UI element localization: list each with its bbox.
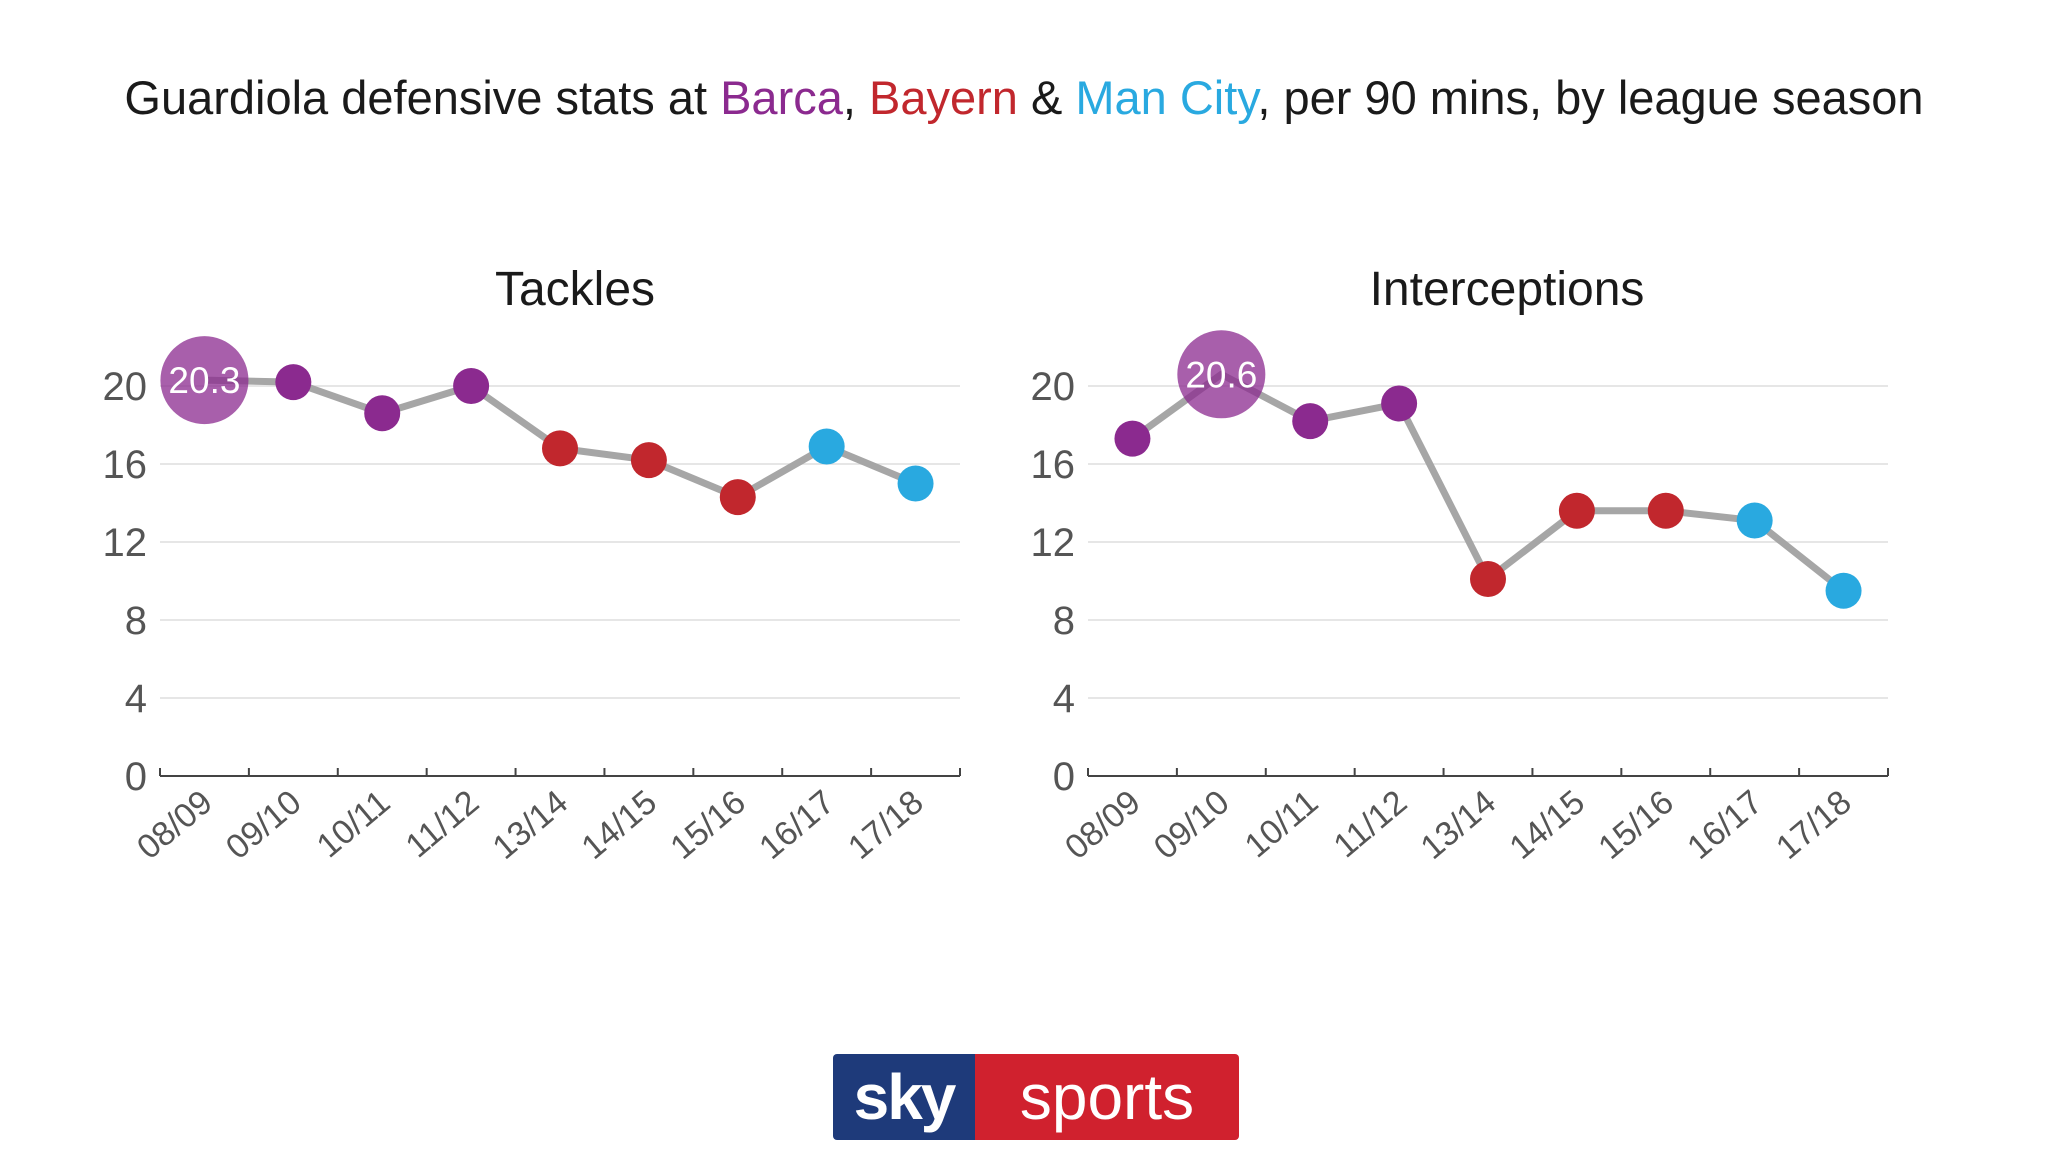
title-barca: Barca — [720, 71, 843, 124]
title-sep1: , — [842, 71, 869, 124]
data-point — [1292, 403, 1329, 440]
x-tick-label: 13/14 — [1414, 783, 1504, 867]
panel-title: Interceptions — [1370, 263, 1645, 316]
panel-title: Tackles — [495, 263, 655, 316]
y-tick-label: 0 — [125, 755, 147, 799]
data-point — [364, 395, 401, 432]
x-tick-label: 11/12 — [399, 783, 487, 865]
data-point — [1381, 385, 1418, 422]
y-tick-label: 4 — [125, 677, 147, 721]
y-tick-label: 12 — [103, 521, 148, 565]
data-label: 20.3 — [168, 360, 240, 401]
x-tick-label: 09/10 — [219, 783, 309, 867]
data-point — [897, 465, 934, 502]
y-tick-label: 8 — [125, 599, 147, 643]
y-tick-label: 16 — [103, 443, 148, 487]
data-point — [1825, 572, 1862, 609]
y-tick-label: 0 — [1053, 755, 1075, 799]
highlight-point — [160, 336, 249, 425]
data-point — [1470, 561, 1506, 598]
x-tick-label: 10/11 — [310, 783, 398, 865]
x-tick-label: 14/15 — [1502, 783, 1592, 867]
x-tick-label: 13/14 — [486, 783, 576, 867]
data-point — [275, 364, 312, 401]
y-tick-label: 16 — [1031, 443, 1076, 487]
sky-sports-logo: sky sports — [833, 1054, 1239, 1140]
title-city: Man City — [1075, 71, 1258, 124]
y-tick-label: 20 — [103, 365, 148, 409]
title-bayern: Bayern — [868, 71, 1018, 124]
data-point — [719, 479, 756, 516]
data-point — [1114, 420, 1151, 457]
x-tick-label: 17/18 — [841, 783, 931, 867]
x-tick-label: 10/11 — [1238, 783, 1326, 865]
x-tick-label: 17/18 — [1769, 783, 1859, 867]
y-tick-label: 4 — [1053, 677, 1075, 721]
title-suffix: , per 90 mins, by league season — [1257, 71, 1924, 124]
x-tick-label: 14/15 — [574, 783, 664, 867]
data-point — [1558, 492, 1595, 529]
x-tick-label: 09/10 — [1147, 783, 1237, 867]
y-tick-label: 8 — [1053, 599, 1075, 643]
data-point — [542, 430, 578, 467]
logo-sports: sports — [975, 1054, 1239, 1140]
title-sep2: & — [1017, 71, 1076, 124]
x-tick-label: 16/17 — [752, 783, 842, 867]
data-point — [808, 428, 845, 465]
x-tick-label: 15/16 — [1591, 783, 1681, 867]
data-point — [630, 442, 667, 479]
data-point — [453, 368, 490, 404]
x-tick-label: 11/12 — [1327, 783, 1415, 865]
data-point — [1736, 502, 1773, 539]
x-tick-label: 16/17 — [1680, 783, 1770, 867]
x-tick-label: 15/16 — [663, 783, 753, 867]
y-tick-label: 12 — [1031, 521, 1076, 565]
chart-title: Guardiola defensive stats at Barca, Baye… — [0, 70, 2048, 125]
data-point — [1647, 492, 1684, 529]
y-tick-label: 20 — [1031, 365, 1076, 409]
data-label: 20.6 — [1185, 354, 1257, 395]
title-prefix: Guardiola defensive stats at — [124, 71, 721, 124]
highlight-point — [1177, 330, 1266, 419]
logo-sky: sky — [833, 1054, 975, 1140]
